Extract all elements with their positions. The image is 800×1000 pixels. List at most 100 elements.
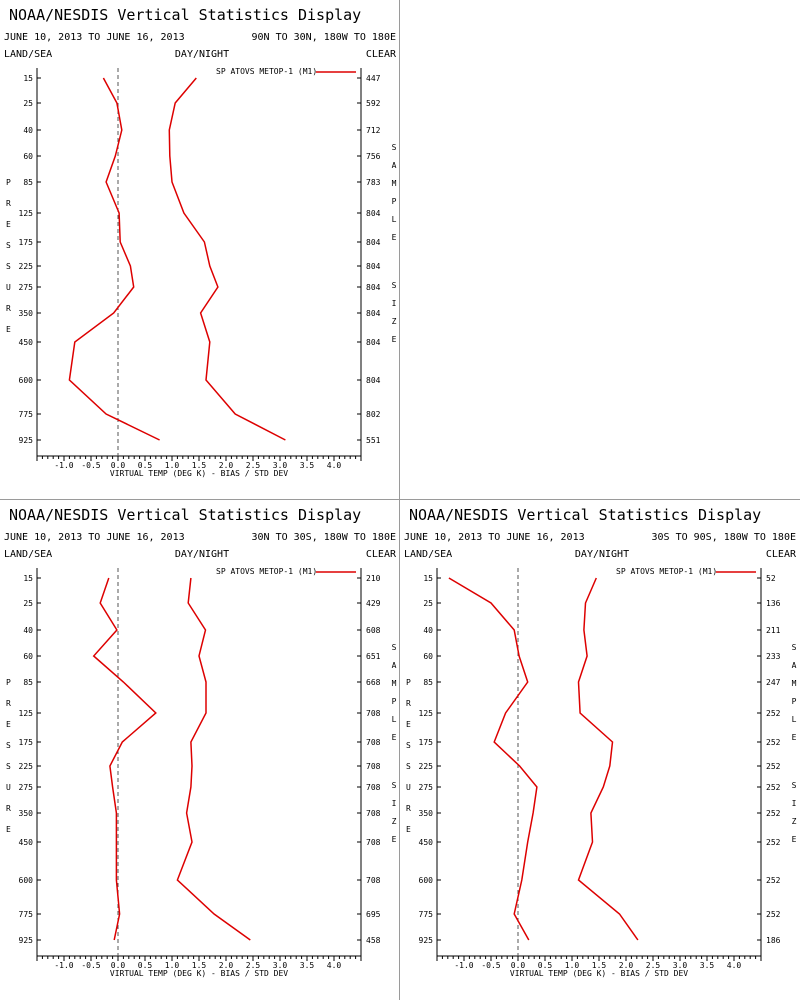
sample-size-label: 592 <box>366 99 381 108</box>
date-range: JUNE 10, 2013 TO JUNE 16, 2013 <box>4 532 185 543</box>
sample-size-label: 804 <box>366 238 381 247</box>
pressure-tick-label: 225 <box>419 762 434 771</box>
sample-size-label: 252 <box>766 709 781 718</box>
pressure-axis-label: P R E S S U R E <box>6 178 11 334</box>
sample-size-label: 708 <box>366 709 381 718</box>
pressure-tick-label: 775 <box>419 910 434 919</box>
sample-size-axis-letter: E <box>392 835 397 844</box>
sample-size-label: 252 <box>766 809 781 818</box>
pressure-axis-letter: S <box>406 762 411 771</box>
x-tick-label: 1.0 <box>165 461 180 470</box>
pressure-axis-letter: P <box>6 178 11 187</box>
pressure-tick-label: 85 <box>23 178 33 187</box>
sample-size-axis-letter: S <box>392 643 397 652</box>
x-axis-label: VIRTUAL TEMP (DEG K) - BIAS / STD DEV <box>110 969 288 978</box>
x-tick-label: 3.0 <box>273 461 288 470</box>
pressure-tick-label: 25 <box>23 599 33 608</box>
sample-size-label: 804 <box>366 283 381 292</box>
x-tick-label: 3.0 <box>273 961 288 970</box>
sample-size-label: 252 <box>766 762 781 771</box>
pressure-tick-label: 225 <box>19 762 34 771</box>
chart-panel: NOAA/NESDIS Vertical Statistics Display J… <box>4 6 397 478</box>
pressure-axis-letter: S <box>406 741 411 750</box>
pressure-tick-label: 925 <box>19 936 34 945</box>
x-axis-label: VIRTUAL TEMP (DEG K) - BIAS / STD DEV <box>110 469 288 478</box>
sample-size-label: 804 <box>366 338 381 347</box>
bias-line <box>68 77 160 441</box>
sample-size-axis-letter: M <box>392 679 397 688</box>
sample-size-label: 252 <box>766 738 781 747</box>
sample-size-label: 708 <box>366 738 381 747</box>
x-tick-label: 1.0 <box>165 961 180 970</box>
sample-size-label: 252 <box>766 876 781 885</box>
pressure-axis-letter: U <box>6 283 11 292</box>
sample-size-label: 695 <box>366 910 381 919</box>
pressure-axis-letter: E <box>6 325 11 334</box>
pressure-tick-label: 60 <box>423 652 433 661</box>
pressure-tick-label: 925 <box>419 936 434 945</box>
pressure-axis-letter: E <box>6 220 11 229</box>
pressure-axis-letter: E <box>406 825 411 834</box>
sample-size-label: 211 <box>766 626 781 635</box>
date-range: JUNE 10, 2013 TO JUNE 16, 2013 <box>4 32 185 43</box>
x-tick-label: -0.5 <box>81 461 100 470</box>
pressure-axis-letter: R <box>406 804 411 813</box>
x-tick-label: 0.5 <box>138 961 153 970</box>
sample-size-label: 447 <box>366 74 381 83</box>
pressure-tick-label: 450 <box>19 838 34 847</box>
x-tick-label: 0.0 <box>511 961 526 970</box>
header-clear: CLEAR <box>366 549 397 560</box>
x-tick-label: 2.5 <box>246 461 261 470</box>
pressure-tick-label: 15 <box>423 574 433 583</box>
pressure-axis-letter: E <box>6 825 11 834</box>
pressure-tick-label: 25 <box>423 599 433 608</box>
chart-panel: NOAA/NESDIS Vertical Statistics Display J… <box>404 506 797 978</box>
pressure-tick-label: 275 <box>19 283 34 292</box>
header-clear: CLEAR <box>366 49 397 60</box>
pressure-tick-label: 350 <box>19 309 34 318</box>
pressure-tick-label: 450 <box>19 338 34 347</box>
pressure-axis-letter: S <box>6 241 11 250</box>
sample-size-label: 783 <box>366 178 381 187</box>
chart-title: NOAA/NESDIS Vertical Statistics Display <box>409 506 761 524</box>
pressure-axis-letter: R <box>406 699 411 708</box>
sample-size-label: 52 <box>766 574 776 583</box>
pressure-tick-label: 40 <box>23 126 33 135</box>
pressure-tick-label: 775 <box>19 410 34 419</box>
sample-size-label: 708 <box>366 876 381 885</box>
sample-size-label: 651 <box>366 652 381 661</box>
pressure-tick-label: 15 <box>23 74 33 83</box>
bias-line <box>448 577 538 941</box>
x-tick-label: 2.0 <box>219 961 234 970</box>
pressure-tick-label: 125 <box>419 709 434 718</box>
pressure-tick-label: 85 <box>23 678 33 687</box>
x-tick-label: 4.0 <box>327 461 342 470</box>
x-tick-label: 3.5 <box>300 461 315 470</box>
sample-size-label: 252 <box>766 783 781 792</box>
sample-size-label: 802 <box>366 410 381 419</box>
pressure-axis-letter: R <box>6 699 11 708</box>
header-day-night: DAY/NIGHT <box>175 549 229 560</box>
pressure-axis-letter: S <box>6 762 11 771</box>
sample-size-label: 252 <box>766 910 781 919</box>
sample-size-axis-letter: M <box>792 679 797 688</box>
sample-size-axis-letter: Z <box>392 317 397 326</box>
pressure-axis-letter: E <box>406 720 411 729</box>
sample-size-label: 756 <box>366 152 381 161</box>
sample-size-axis-letter: E <box>392 233 397 242</box>
sample-size-axis-letter: E <box>392 733 397 742</box>
chart-title: NOAA/NESDIS Vertical Statistics Display <box>9 506 361 524</box>
pressure-axis-letter: S <box>6 741 11 750</box>
sample-size-axis-letter: L <box>792 715 797 724</box>
pressure-tick-label: 775 <box>19 910 34 919</box>
pressure-tick-label: 40 <box>423 626 433 635</box>
pressure-axis-letter: P <box>6 678 11 687</box>
pressure-tick-label: 275 <box>419 783 434 792</box>
x-tick-label: -1.0 <box>54 961 73 970</box>
chart-panel: NOAA/NESDIS Vertical Statistics Display J… <box>4 506 397 978</box>
sample-size-label: 210 <box>366 574 381 583</box>
x-tick-label: 0.5 <box>138 461 153 470</box>
